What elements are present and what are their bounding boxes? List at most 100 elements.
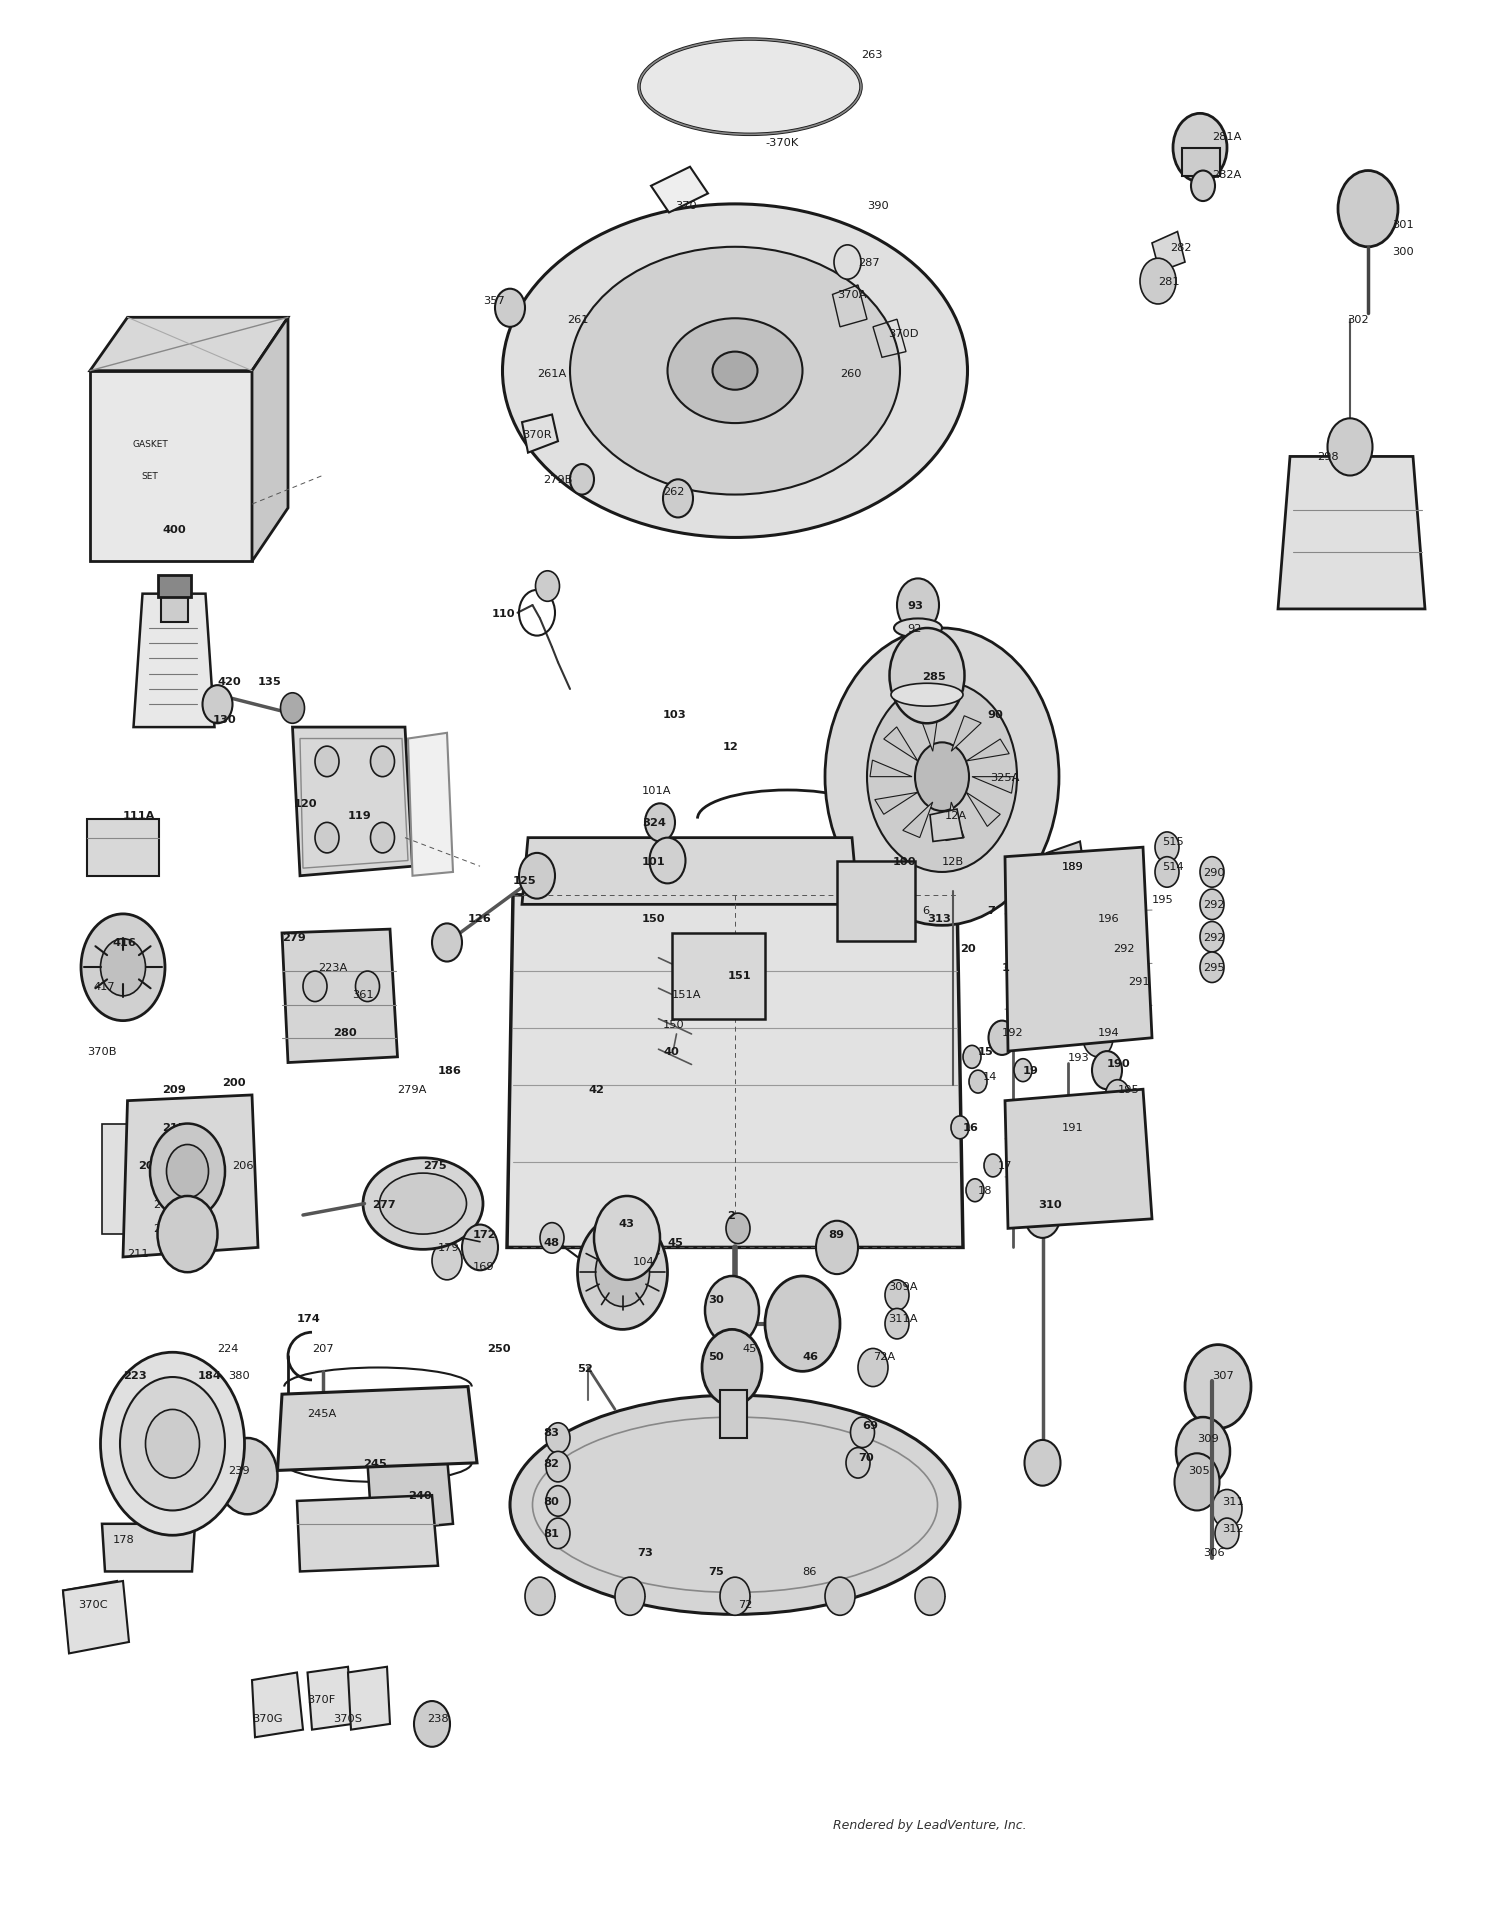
Text: 80: 80 — [543, 1495, 560, 1507]
Text: 6: 6 — [922, 905, 930, 916]
Text: 179: 179 — [438, 1242, 459, 1253]
Text: 370F: 370F — [308, 1694, 336, 1705]
Text: 15: 15 — [978, 1046, 993, 1057]
Text: 184: 184 — [198, 1370, 222, 1381]
Text: 420: 420 — [217, 676, 242, 688]
Circle shape — [315, 823, 339, 853]
Circle shape — [890, 629, 965, 724]
Text: 275: 275 — [423, 1160, 447, 1172]
Circle shape — [726, 1213, 750, 1244]
Ellipse shape — [712, 352, 758, 391]
Circle shape — [1014, 1059, 1032, 1082]
Text: 16: 16 — [963, 1122, 980, 1133]
Circle shape — [1116, 972, 1140, 1002]
Circle shape — [525, 1577, 555, 1615]
Polygon shape — [522, 838, 858, 905]
Text: 310: 310 — [1038, 1198, 1062, 1210]
Circle shape — [834, 246, 861, 280]
Text: 174: 174 — [297, 1313, 321, 1324]
Circle shape — [280, 693, 304, 724]
Text: 313: 313 — [927, 912, 951, 924]
Polygon shape — [292, 728, 412, 876]
Polygon shape — [348, 1667, 390, 1730]
Text: 515: 515 — [1162, 836, 1185, 848]
Text: 292: 292 — [1203, 899, 1224, 911]
Text: 150: 150 — [663, 1019, 684, 1031]
Text: 282A: 282A — [1212, 170, 1242, 181]
Bar — [672, 933, 765, 1019]
Text: 281: 281 — [1158, 276, 1179, 288]
Text: 150: 150 — [642, 912, 666, 924]
Text: 309A: 309A — [888, 1280, 918, 1292]
Polygon shape — [308, 1667, 352, 1730]
Text: 416: 416 — [112, 937, 136, 949]
Text: 239: 239 — [228, 1465, 249, 1476]
Circle shape — [663, 480, 693, 518]
Bar — [160, 594, 188, 623]
Text: 295: 295 — [1203, 962, 1224, 973]
Circle shape — [951, 1116, 969, 1139]
Circle shape — [150, 1124, 225, 1219]
Circle shape — [578, 1215, 668, 1330]
Text: 135: 135 — [258, 676, 282, 688]
Text: 110: 110 — [492, 608, 516, 619]
Circle shape — [202, 686, 232, 724]
Circle shape — [645, 804, 675, 842]
Text: 324: 324 — [642, 817, 666, 829]
Ellipse shape — [363, 1158, 483, 1250]
Circle shape — [1185, 1345, 1251, 1429]
Circle shape — [1215, 1518, 1239, 1549]
Text: 417: 417 — [93, 981, 114, 993]
Text: -370K: -370K — [765, 137, 798, 149]
Polygon shape — [123, 1095, 258, 1257]
Text: 370D: 370D — [888, 328, 918, 339]
Text: 93: 93 — [908, 600, 924, 612]
Circle shape — [1140, 259, 1176, 305]
Circle shape — [858, 1349, 888, 1387]
Circle shape — [495, 290, 525, 328]
Text: 172: 172 — [472, 1229, 496, 1240]
Text: 111A: 111A — [123, 810, 156, 821]
Text: 261A: 261A — [537, 368, 567, 379]
Text: 189: 189 — [1062, 861, 1083, 872]
Polygon shape — [297, 1495, 438, 1572]
Circle shape — [1155, 832, 1179, 863]
Circle shape — [1338, 171, 1398, 248]
Text: 46: 46 — [802, 1351, 819, 1362]
Text: 357: 357 — [483, 295, 504, 307]
Circle shape — [303, 972, 327, 1002]
Text: 192: 192 — [1002, 1027, 1023, 1038]
Bar — [1182, 149, 1219, 177]
Ellipse shape — [510, 1396, 960, 1615]
Circle shape — [1200, 857, 1224, 888]
Text: 89: 89 — [828, 1229, 844, 1240]
Text: 40: 40 — [663, 1046, 680, 1057]
Circle shape — [432, 924, 462, 962]
Text: 280: 280 — [333, 1027, 357, 1038]
Circle shape — [1083, 1019, 1113, 1057]
Circle shape — [702, 1330, 762, 1406]
Text: 195: 195 — [1152, 893, 1173, 905]
Polygon shape — [522, 415, 558, 453]
Text: 120: 120 — [294, 798, 318, 810]
Circle shape — [1101, 941, 1125, 972]
Text: 191: 191 — [1062, 1122, 1083, 1133]
Ellipse shape — [380, 1173, 466, 1234]
Text: 380: 380 — [228, 1370, 249, 1381]
Text: 83: 83 — [543, 1427, 560, 1438]
Text: 223A: 223A — [318, 962, 346, 973]
Circle shape — [146, 1410, 200, 1478]
Circle shape — [825, 1577, 855, 1615]
Text: 245A: 245A — [308, 1408, 336, 1419]
Circle shape — [984, 1154, 1002, 1177]
Text: 207: 207 — [312, 1343, 333, 1354]
Circle shape — [100, 1353, 244, 1535]
Circle shape — [120, 1377, 225, 1511]
Bar — [158, 575, 190, 598]
Polygon shape — [1047, 842, 1086, 892]
Polygon shape — [946, 802, 964, 842]
Polygon shape — [1278, 457, 1425, 610]
Circle shape — [988, 1021, 1016, 1055]
Circle shape — [1200, 952, 1224, 983]
Ellipse shape — [639, 40, 861, 135]
